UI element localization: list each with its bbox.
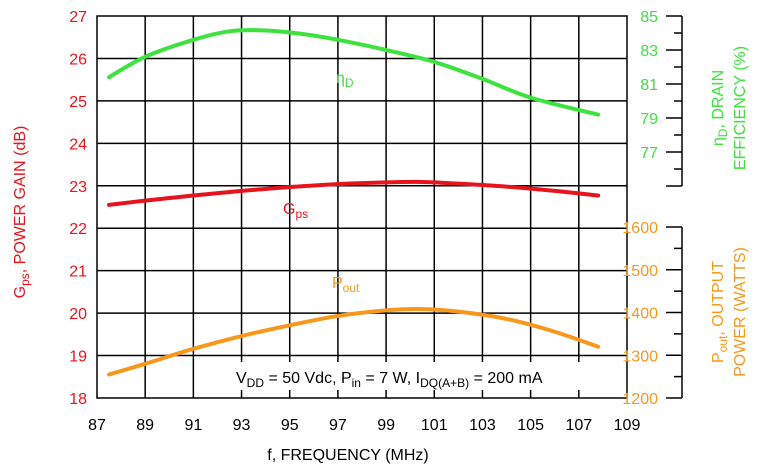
condition-annotation: VDD = 50 Vdc, Pin = 7 W, IDQ(A+B) = 200 … [236,370,543,390]
annotation-box [226,362,594,390]
x-tick-label: 99 [377,417,395,434]
left-tick-label: 23 [69,179,87,196]
right-bottom-axis-title: Pout, OUTPUT POWER (WATTS) [710,247,749,377]
left-tick-label: 27 [69,9,87,26]
right-axes [666,15,683,399]
left-tick-label: 18 [69,391,87,408]
right-bottom-tick-label: 1200 [622,391,658,408]
left-tick-label: 21 [69,264,87,281]
x-axis-title: f, FREQUENCY (MHz) [267,447,428,464]
plot-frame [96,15,628,399]
right-top-axis-title: ηD, DRAIN EFFICIENCY (%) [710,46,749,170]
series-lines [107,28,601,377]
series-line-pout [107,307,601,377]
x-tick-label: 103 [469,417,496,434]
right-bottom-tick-label: 1500 [622,263,658,280]
x-tick-label: 87 [88,417,106,434]
left-tick-label: 22 [69,221,87,238]
left-tick-label: 24 [69,136,87,153]
right-bottom-tick-label: 1600 [622,220,658,237]
right-top-tick-label: 79 [640,111,658,128]
series-label-d: ηD [336,70,354,90]
left-tick-label: 20 [69,306,87,323]
right-top-tick-label: 85 [640,9,658,26]
x-tick-label: 105 [517,417,544,434]
left-tick-label: 25 [69,94,87,111]
grid [97,16,627,398]
x-tick-label: 95 [281,417,299,434]
x-tick-label: 109 [614,417,641,434]
left-tick-label: 26 [69,51,87,68]
series-label-gps: Gps [283,201,308,221]
right-bottom-tick-label: 1400 [622,306,658,323]
x-tick-labels: 87 89 91 93 95 97 99 101 103 105 107 109 [88,417,640,434]
right-bottom-axis-title-line1: Pout, OUTPUT [710,261,730,363]
x-tick-label: 91 [184,417,202,434]
right-top-tick-label: 81 [640,77,658,94]
x-tick-label: 93 [233,417,251,434]
right-top-tick-label: 83 [640,43,658,60]
series-line-d [107,28,601,117]
x-tick-label: 101 [421,417,448,434]
left-tick-label: 19 [69,349,87,366]
left-tick-labels: 18 19 20 21 22 23 24 25 26 27 [69,9,87,408]
series-labels: Gps ηD Pout [283,70,360,295]
right-top-tick-labels: 77 79 81 83 85 [640,9,658,162]
right-top-axis-title-line1: ηD, DRAIN [710,70,730,146]
right-top-tick-label: 77 [640,145,658,162]
right-top-axis-title-line2: EFFICIENCY (%) [732,46,749,170]
x-tick-label: 89 [136,417,154,434]
x-tick-label: 97 [329,417,347,434]
right-bottom-tick-labels: 1200 1300 1400 1500 1600 [622,220,658,408]
series-label-pout: Pout [332,275,360,295]
right-bottom-tick-label: 1300 [622,348,658,365]
series-line-gps [107,179,601,207]
left-axis-title: Gps, POWER GAIN (dB) [12,126,32,299]
x-tick-label: 107 [565,417,592,434]
right-bottom-axis-title-line2: POWER (WATTS) [732,247,749,377]
